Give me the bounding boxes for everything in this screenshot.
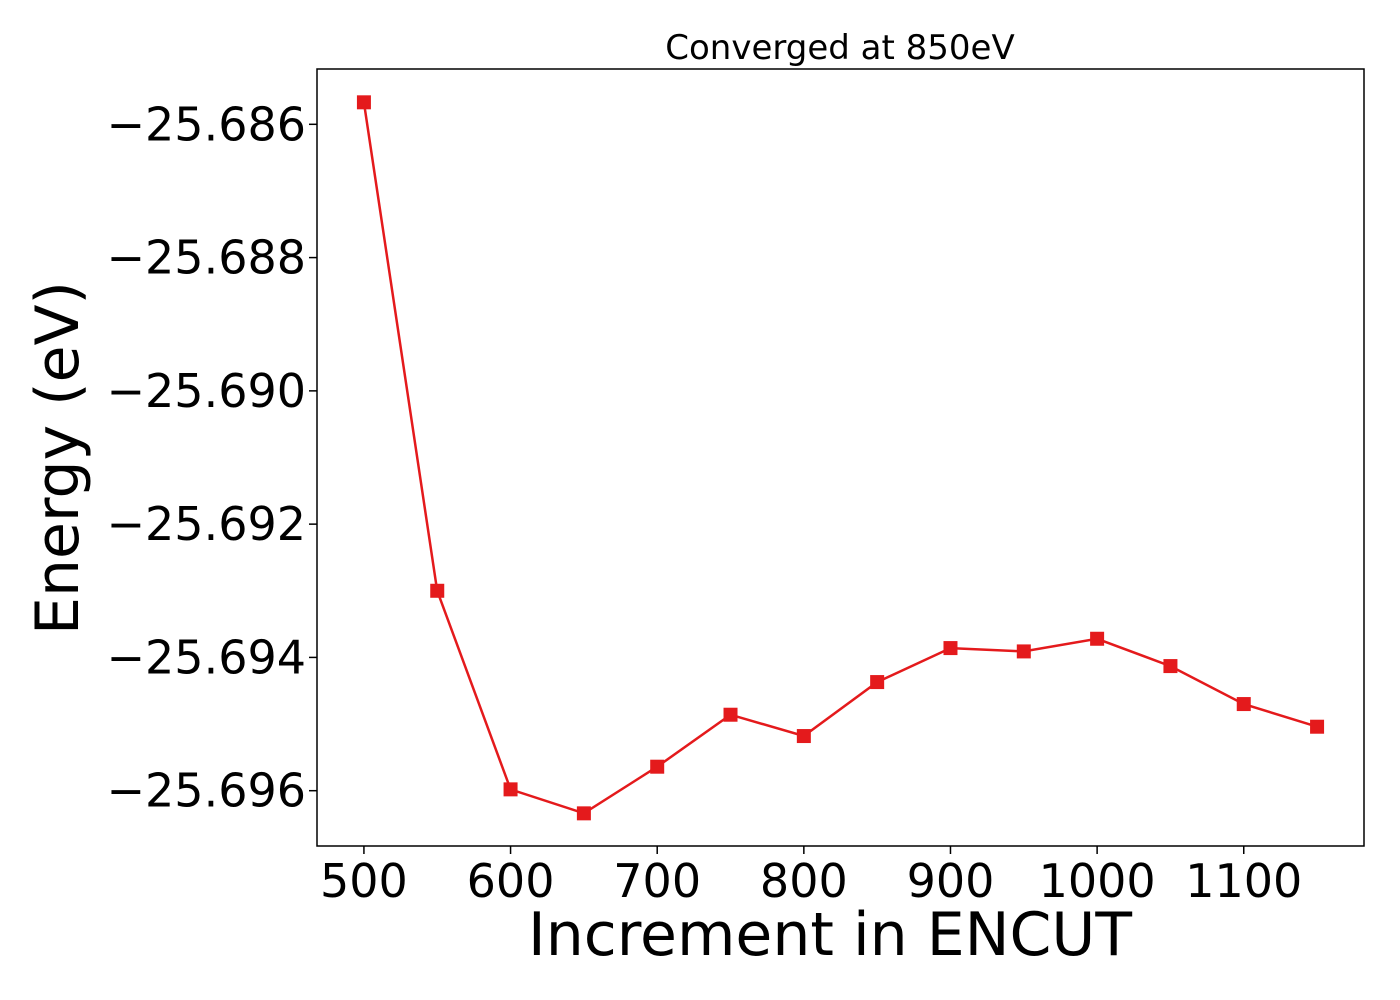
data-point: [503, 782, 518, 797]
data-point: [650, 759, 665, 774]
x-tick-label: 500: [320, 854, 408, 908]
x-tick-label: 1100: [1185, 854, 1302, 908]
y-tick-label: −25.690: [107, 364, 307, 418]
chart-title: Converged at 850eV: [665, 28, 1014, 68]
data-point: [870, 675, 885, 690]
x-axis-label: Increment in ENCUT: [528, 900, 1132, 970]
data-point: [1090, 631, 1105, 646]
series-line: [362, 102, 1318, 815]
y-axis: −25.686 −25.688 −25.690 −25.692 −25.694 −25.6…: [107, 97, 317, 818]
x-tick-label: 800: [760, 854, 848, 908]
data-point: [1236, 697, 1251, 712]
x-tick-label: 700: [613, 854, 701, 908]
y-tick-label: −25.696: [107, 764, 307, 818]
data-point: [943, 641, 958, 656]
data-point: [796, 729, 811, 744]
x-axis: 500 600 700 800 900 1000 1100: [320, 846, 1302, 908]
y-tick-label: −25.686: [107, 97, 307, 151]
y-tick-label: −25.688: [107, 231, 307, 285]
y-axis-label: Energy (eV): [23, 281, 93, 635]
x-tick-label: 1000: [1039, 854, 1156, 908]
data-point: [1310, 719, 1325, 734]
data-point: [356, 95, 371, 110]
data-point: [1163, 659, 1178, 674]
plot-area: [316, 68, 1365, 847]
data-point: [430, 583, 445, 598]
x-tick-label: 900: [907, 854, 995, 908]
data-point: [723, 707, 738, 722]
y-tick-label: −25.694: [107, 630, 307, 684]
y-tick-label: −25.692: [107, 497, 307, 551]
x-tick-label: 600: [467, 854, 555, 908]
data-point: [576, 806, 591, 821]
data-point: [1016, 644, 1031, 659]
series-layer: [356, 95, 1325, 821]
